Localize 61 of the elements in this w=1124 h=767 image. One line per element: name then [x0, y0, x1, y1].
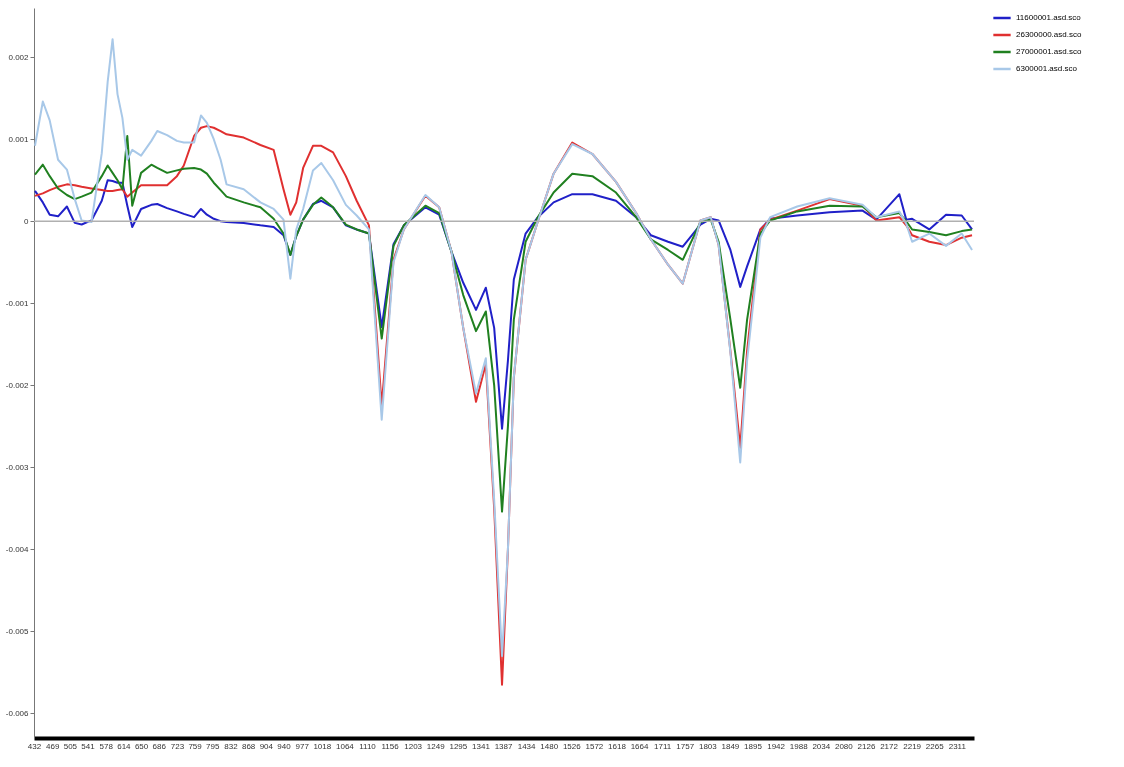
x-tick-label: 1018: [313, 741, 332, 751]
x-tick-label: 505: [63, 741, 78, 751]
y-tick-label: 0.002: [8, 52, 30, 62]
x-tick-label: 1064: [335, 741, 355, 751]
x-tick-label: 1942: [767, 741, 786, 751]
x-tick-label: 1526: [562, 741, 582, 751]
y-tick-label: -0.005: [5, 626, 30, 636]
x-tick-label: 1341: [472, 741, 491, 751]
y-tick-label: -0.002: [5, 380, 30, 390]
x-tick-label: 759: [188, 741, 203, 751]
y-tick-label: 0.001: [8, 134, 30, 144]
legend-label: 6300001.asd.sco: [1016, 64, 1078, 73]
x-tick-label: 723: [170, 741, 185, 751]
legend-label: 26300000.asd.sco: [1016, 30, 1082, 39]
x-tick-label: 1295: [449, 741, 468, 751]
x-tick-label: 469: [45, 741, 60, 751]
line-series: [33, 38, 974, 657]
x-tick-label: 1434: [517, 741, 537, 751]
x-tick-label: 2311: [948, 741, 967, 751]
x-tick-label: 1757: [676, 741, 695, 751]
x-tick-label: 795: [206, 741, 220, 751]
x-tick-label: 2080: [834, 741, 854, 751]
x-tick-label: 432: [27, 741, 42, 751]
line-series: [33, 134, 974, 513]
x-tick-label: 1895: [744, 741, 763, 751]
x-tick-label: 1249: [426, 741, 446, 751]
x-tick-label: 1618: [608, 741, 627, 751]
y-tick-label: -0.006: [5, 708, 30, 718]
x-tick-label: 650: [134, 741, 149, 751]
x-tick-label: 1480: [540, 741, 559, 751]
line-series: [33, 179, 974, 430]
x-tick-label: 1664: [630, 741, 650, 751]
x-tick-label: 1988: [789, 741, 809, 751]
y-tick-label: -0.003: [5, 462, 30, 472]
x-tick-label: 977: [295, 741, 310, 751]
x-tick-label: 1849: [721, 741, 740, 751]
x-tick-label: 2265: [925, 741, 945, 751]
x-tick-label: 2219: [903, 741, 922, 751]
x-tick-label: 940: [277, 741, 292, 751]
x-tick-label: 1803: [698, 741, 718, 751]
y-tick-label: -0.001: [5, 298, 30, 308]
y-tick-label: 0: [24, 216, 30, 226]
x-tick-label: 1203: [404, 741, 423, 751]
x-tick-label: 1156: [381, 741, 400, 751]
x-tick-label: 1110: [359, 741, 377, 751]
x-tick-label: 2034: [812, 741, 831, 751]
x-tick-label: 1572: [585, 741, 604, 751]
x-tick-label: 1711: [654, 741, 672, 751]
x-tick-label: 832: [224, 741, 239, 751]
x-tick-label: 2172: [880, 741, 899, 751]
x-tick-label: 1387: [494, 741, 513, 751]
legend-label: 11600001.asd.sco: [1016, 13, 1082, 22]
x-tick-label: 686: [152, 741, 167, 751]
x-tick-label: 578: [99, 741, 114, 751]
x-tick-label: 614: [117, 741, 132, 751]
x-tick-label: 868: [241, 741, 256, 751]
y-tick-label: -0.004: [5, 544, 30, 554]
legend-label: 27000001.asd.sco: [1016, 47, 1082, 56]
x-tick-label: 541: [81, 741, 96, 751]
x-tick-label: 2126: [857, 741, 876, 751]
x-tick-label: 904: [259, 741, 274, 751]
